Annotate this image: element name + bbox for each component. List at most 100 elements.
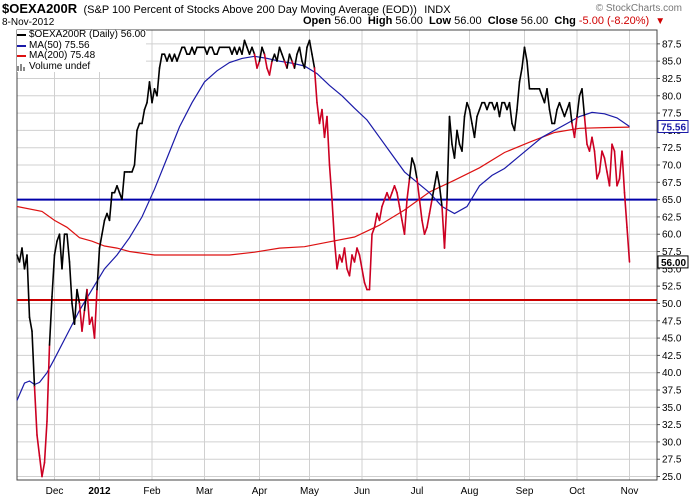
x-tick-label: Jun [354, 486, 370, 497]
price-segment [78, 302, 83, 332]
price-segment [258, 46, 263, 62]
y-tick-label: 85.0 [662, 57, 682, 68]
price-segment [423, 226, 428, 236]
legend-label-main: $OEXA200R (Daily) 56.00 [29, 29, 146, 40]
price-segment [573, 115, 578, 139]
price-segment [608, 143, 613, 187]
price-segment [611, 143, 616, 152]
price-segment [38, 454, 43, 478]
price-segment [613, 150, 618, 187]
price-segment [86, 288, 91, 326]
x-tick-label: Feb [143, 486, 161, 497]
x-tick-label: Dec [46, 486, 64, 497]
price-segment [98, 233, 103, 249]
x-tick-label: Sep [516, 486, 534, 497]
price-segment [421, 219, 426, 236]
price-segment [28, 316, 33, 332]
price-segment [526, 60, 531, 90]
price-segment [393, 184, 398, 194]
legend-label-ma200: MA(200) 75.48 [29, 50, 96, 61]
price-segment [276, 46, 281, 62]
high-label: High [367, 15, 393, 27]
legend-label-ma50: MA(50) 75.56 [29, 39, 90, 51]
price-segment [216, 46, 221, 56]
price-segment [136, 122, 141, 132]
price-segment [43, 420, 48, 464]
legend-label-volume: Volume undef [29, 60, 91, 72]
price-segment [361, 268, 366, 284]
price-segment [476, 108, 481, 118]
price-segment [46, 344, 51, 422]
x-tick-label: Mar [196, 486, 214, 497]
price-segment [178, 46, 183, 56]
chart-title: $OEXA200R (S&P 100 Percent of Stocks Abo… [2, 1, 451, 16]
y-tick-label: 70.0 [662, 161, 682, 172]
price-segment [408, 157, 413, 180]
price-segment [206, 46, 211, 56]
y-tick-label: 77.5 [662, 109, 682, 120]
chart-legend: $OEXA200R (Daily) 56.00 MA(50) 75.56 MA(… [17, 29, 146, 72]
y-tick-label: 72.5 [662, 143, 682, 154]
legend-item-ma200: MA(200) 75.48 [17, 50, 146, 62]
exchange-label: INDX [424, 4, 451, 16]
price-segment [568, 101, 573, 125]
price-segment [411, 157, 416, 166]
price-segment [436, 171, 441, 187]
price-segment [313, 67, 318, 104]
price-segment [101, 219, 106, 236]
price-segment [133, 129, 138, 166]
price-segment [616, 178, 621, 187]
y-tick-label: 47.5 [662, 316, 682, 327]
price-segment [343, 247, 348, 270]
price-segment [333, 240, 338, 270]
chg-value: -5.00 (-8.20%) [578, 15, 650, 27]
price-segment [281, 53, 286, 62]
down-triangle-icon: ▼ [655, 16, 666, 27]
price-segment [381, 198, 386, 208]
close-value: 56.00 [520, 15, 549, 27]
price-segment [41, 461, 46, 478]
low-label: Low [429, 15, 452, 27]
price-segment [253, 53, 258, 69]
y-tick-label: 27.5 [662, 455, 682, 466]
price-segment [76, 288, 81, 305]
chart-date: 8-Nov-2012 [2, 17, 55, 28]
price-segment [368, 233, 373, 291]
price-segment [588, 136, 593, 152]
price-segment [316, 101, 321, 125]
price-segment [328, 164, 333, 201]
price-segment [58, 233, 63, 270]
price-segment [603, 157, 608, 173]
x-tick-label: May [300, 486, 319, 497]
x-tick-label: 2012 [88, 486, 111, 497]
price-segment [513, 108, 518, 132]
price-segment [446, 115, 451, 201]
price-segment [311, 53, 316, 69]
y-tick-label: 40.0 [662, 368, 682, 379]
open-label: Open [303, 15, 332, 27]
price-segment [358, 254, 363, 270]
price-segment [428, 198, 433, 215]
price-segment [121, 171, 126, 201]
legend-item-ma50: MA(50) 75.56 [17, 39, 146, 52]
price-segment [321, 108, 326, 139]
chart-description: (S&P 100 Percent of Stocks Above 200 Day… [83, 4, 417, 16]
y-tick-label: 32.5 [662, 420, 682, 431]
price-segment [53, 240, 58, 256]
price-segment [461, 115, 466, 152]
price-segment [621, 150, 626, 194]
high-value: 56.00 [395, 15, 423, 27]
price-segment [353, 247, 358, 263]
y-tick-label: 52.5 [662, 282, 682, 293]
price-segment [61, 233, 66, 270]
price-segment [371, 226, 376, 236]
x-tick-label: Oct [569, 486, 585, 497]
ohlc-readout: Open 56.00 High 56.00 Low 56.00 Close 56… [303, 15, 665, 27]
ma50-value-tag: 75.56 [661, 123, 686, 134]
price-segment [601, 150, 606, 159]
price-segment [51, 254, 56, 298]
price-segment [558, 101, 563, 111]
price-segment [68, 261, 73, 305]
price-segment [143, 101, 148, 111]
